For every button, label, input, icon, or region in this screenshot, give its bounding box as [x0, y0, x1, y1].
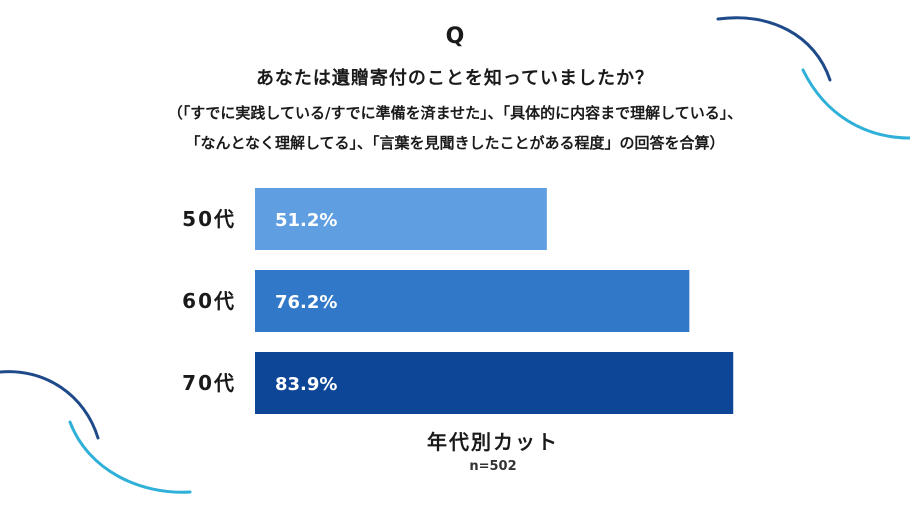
value-label-2: 76.2% — [275, 292, 337, 313]
bar-1 — [255, 188, 547, 250]
top-right-arc-dark — [716, 16, 832, 82]
category-label-3: 70代 — [182, 371, 236, 395]
question-marker: Q — [445, 24, 465, 49]
value-label-1: 51.2% — [275, 210, 337, 231]
question-note-line-1: （「すでに実践している/すでに準備を済ませた」、「具体的に内容まで理解している」… — [167, 104, 743, 122]
value-label-3: 83.9% — [275, 374, 337, 395]
question-note: （「すでに実践している/すでに準備を済ませた」、「具体的に内容まで理解している」… — [60, 98, 850, 158]
category-label-2: 60代 — [182, 289, 236, 313]
category-label-1: 50代 — [182, 207, 236, 231]
question-note-line-2: 「なんとなく理解してる」、「言葉を見聞きしたことがある程度」の回答を合算） — [185, 134, 725, 152]
question-title: あなたは遺贈寄付のことを知っていましたか？ — [255, 68, 655, 89]
top-right-arc-light — [801, 68, 910, 140]
bottom-left-arc-light — [68, 420, 192, 494]
bar-2 — [255, 270, 690, 332]
sample-size-note: n=502 — [469, 459, 517, 474]
bottom-left-arc-dark — [0, 370, 100, 440]
bar-3 — [255, 352, 734, 414]
x-axis-label: 年代別カット — [427, 430, 559, 454]
